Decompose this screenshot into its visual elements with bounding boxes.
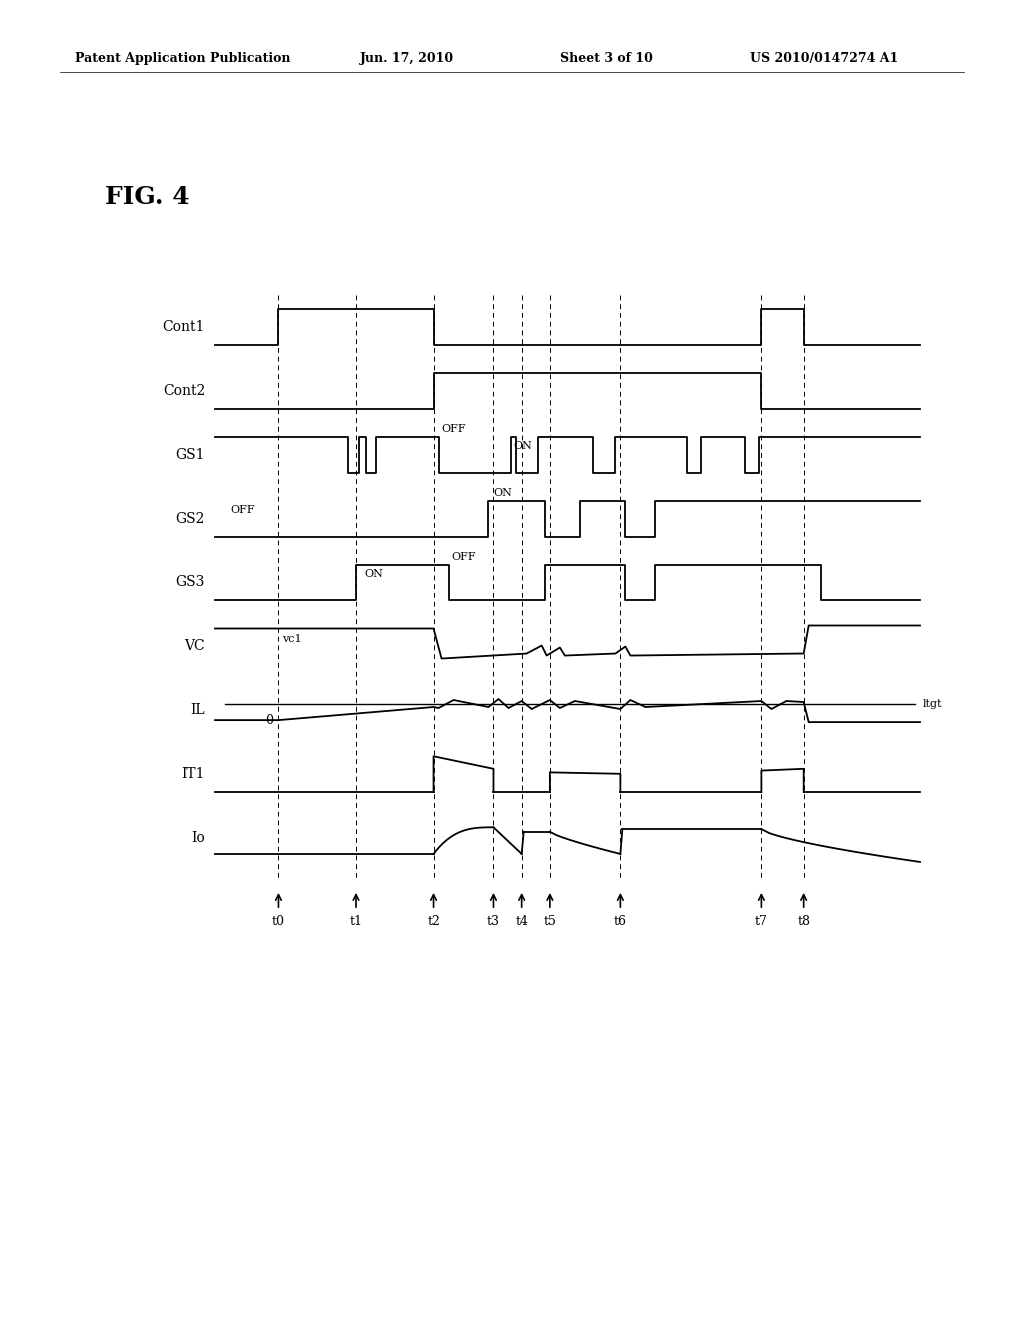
- Text: IT1: IT1: [181, 767, 205, 781]
- Text: ON: ON: [513, 441, 532, 451]
- Text: t5: t5: [544, 915, 556, 928]
- Text: ON: ON: [364, 569, 383, 578]
- Text: t4: t4: [515, 915, 528, 928]
- Text: OFF: OFF: [452, 552, 476, 561]
- Text: OFF: OFF: [230, 504, 255, 515]
- Text: Io: Io: [191, 832, 205, 845]
- Text: GS3: GS3: [176, 576, 205, 590]
- Text: Sheet 3 of 10: Sheet 3 of 10: [560, 51, 653, 65]
- Text: t1: t1: [349, 915, 362, 928]
- Text: GS1: GS1: [175, 447, 205, 462]
- Text: ltgt: ltgt: [923, 700, 942, 709]
- Text: VC: VC: [184, 639, 205, 653]
- Text: Cont1: Cont1: [163, 319, 205, 334]
- Text: OFF: OFF: [441, 424, 466, 434]
- Text: 0: 0: [265, 714, 273, 726]
- Text: t3: t3: [487, 915, 500, 928]
- Text: t7: t7: [755, 915, 768, 928]
- Text: GS2: GS2: [176, 512, 205, 525]
- Text: Patent Application Publication: Patent Application Publication: [75, 51, 291, 65]
- Text: t8: t8: [797, 915, 810, 928]
- Text: t6: t6: [613, 915, 627, 928]
- Text: Cont2: Cont2: [163, 384, 205, 397]
- Text: Jun. 17, 2010: Jun. 17, 2010: [360, 51, 454, 65]
- Text: FIG. 4: FIG. 4: [105, 185, 189, 209]
- Text: t2: t2: [427, 915, 440, 928]
- Text: ON: ON: [494, 487, 512, 498]
- Text: US 2010/0147274 A1: US 2010/0147274 A1: [750, 51, 898, 65]
- Text: IL: IL: [190, 704, 205, 717]
- Text: vc1: vc1: [283, 635, 302, 644]
- Text: t0: t0: [272, 915, 285, 928]
